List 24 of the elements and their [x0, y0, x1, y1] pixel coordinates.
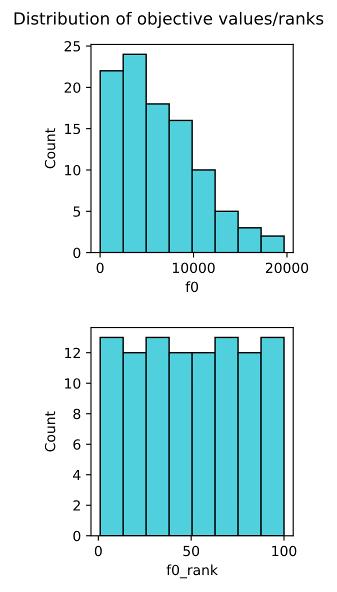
- y-tick-label: 25: [64, 41, 80, 52]
- y-tick-label: 0: [73, 530, 80, 542]
- y-tick-label: 10: [65, 378, 80, 389]
- y-axis-title: Count: [44, 411, 56, 452]
- chart-title: Distribution of objective values/ranks: [14, 12, 324, 28]
- x-tick-label: 100: [272, 546, 296, 556]
- y-tick-label: 0: [73, 248, 80, 258]
- y-tick-label: 8: [73, 408, 80, 420]
- x-tick-label: 10000: [172, 262, 215, 274]
- x-axis-title: f0_rank: [166, 564, 218, 578]
- y-tick-label: 12: [65, 348, 80, 358]
- y-tick-label: 4: [73, 470, 80, 480]
- x-tick-label: 20000: [266, 262, 308, 274]
- x-tick-label: 0: [94, 546, 102, 556]
- y-tick-label: 20: [64, 82, 80, 93]
- x-tick-label: 0: [96, 262, 104, 274]
- x-axis-title: f0: [186, 281, 198, 292]
- x-tick-label: 50: [183, 546, 200, 556]
- y-tick-label: 10: [65, 164, 80, 176]
- y-tick-label: 5: [74, 206, 80, 217]
- y-axis-title: Count: [44, 128, 56, 168]
- y-tick-label: 15: [65, 124, 80, 134]
- y-tick-label: 6: [73, 439, 80, 450]
- y-tick-label: 2: [73, 500, 80, 511]
